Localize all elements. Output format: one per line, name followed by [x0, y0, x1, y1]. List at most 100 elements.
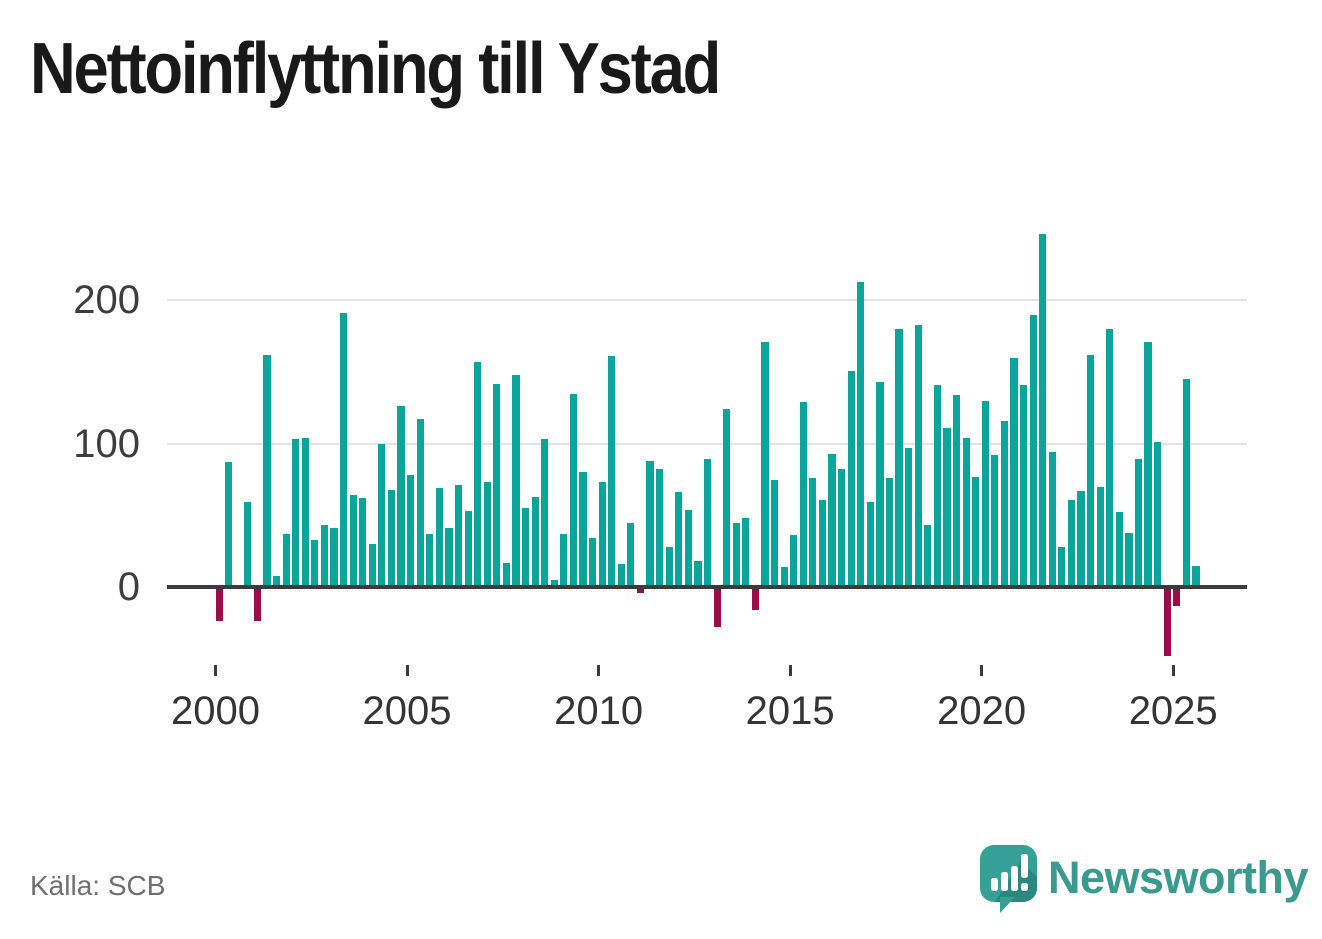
- bar-2012-Q4: [703, 459, 712, 587]
- bar-2009-Q2: [569, 393, 578, 587]
- bar-2011-Q3: [656, 469, 664, 587]
- bar-2014-Q4: [780, 566, 788, 587]
- bar-2001-Q2: [263, 354, 271, 587]
- bar-2004-Q2: [378, 443, 386, 587]
- x-axis-tick-2000: [214, 665, 217, 676]
- x-axis-tick-2005: [405, 665, 409, 676]
- bar-2016-Q1: [828, 453, 836, 587]
- chart-title: Nettoinflyttning till Ystad: [30, 29, 721, 109]
- bar-2005-Q3: [426, 533, 434, 587]
- bar-2006-Q1: [445, 528, 453, 587]
- bar-2013-Q4: [742, 518, 750, 587]
- bar-2022-Q2: [1067, 499, 1076, 587]
- bar-2009-Q3: [579, 472, 587, 587]
- bar-2010-Q3: [617, 564, 625, 587]
- bar-2010-Q1: [598, 482, 606, 587]
- bar-2000-Q4: [244, 502, 252, 587]
- newsworthy-wordmark: Newsworthy: [1048, 852, 1309, 903]
- bar-2003-Q1: [330, 528, 338, 587]
- logo-exclamation-icon: [1021, 854, 1028, 878]
- bar-2006-Q2: [454, 485, 463, 587]
- bar-2020-Q2: [991, 455, 999, 587]
- gridline-100: [167, 442, 1247, 445]
- bar-2006-Q4: [474, 362, 482, 587]
- bar-2014-Q3: [770, 479, 779, 587]
- bar-2003-Q4: [359, 498, 367, 587]
- logo-barchart-icon: [1001, 872, 1008, 891]
- bar-2015-Q1: [790, 535, 798, 587]
- bar-2023-Q1: [1096, 486, 1104, 587]
- bar-2017-Q2: [876, 382, 884, 587]
- bar-2002-Q4: [320, 525, 329, 587]
- bar-2011-Q1: [636, 587, 645, 593]
- bar-2023-Q2: [1106, 329, 1114, 587]
- logo-bubble-shape: [980, 845, 1037, 902]
- bar-2010-Q2: [608, 356, 616, 587]
- bar-2017-Q1: [866, 502, 874, 587]
- x-axis-label-2025: 2025: [1128, 689, 1218, 733]
- x-axis-label-2020: 2020: [937, 689, 1027, 733]
- bar-2025-Q1: [1173, 587, 1181, 606]
- y-axis-label-100: 100: [73, 421, 140, 466]
- bar-2021-Q3: [1039, 234, 1047, 587]
- bar-2024-Q1: [1134, 459, 1143, 587]
- gridline-200: [167, 299, 1247, 302]
- bar-2016-Q4: [857, 281, 865, 587]
- y-axis-label-200: 200: [73, 278, 140, 323]
- newsworthy-logo[interactable]: Newsworthy: [980, 845, 1309, 915]
- bar-2008-Q2: [531, 496, 539, 587]
- bar-2020-Q1: [981, 400, 989, 587]
- bar-2023-Q4: [1125, 532, 1133, 587]
- x-axis-tick-2025: [1171, 665, 1175, 676]
- bar-2019-Q4: [972, 476, 980, 587]
- bar-2021-Q1: [1019, 384, 1028, 587]
- bar-2014-Q2: [761, 341, 769, 587]
- bar-2005-Q1: [407, 475, 415, 587]
- bar-2015-Q3: [809, 478, 817, 587]
- bar-2001-Q4: [282, 533, 290, 587]
- bar-2024-Q4: [1163, 587, 1171, 656]
- bar-2019-Q2: [952, 394, 961, 587]
- bar-2008-Q1: [521, 508, 530, 587]
- x-axis-label-2000: 2000: [171, 689, 260, 733]
- bar-2013-Q1: [713, 587, 721, 628]
- bar-2007-Q1: [483, 482, 491, 587]
- newsworthy-logo-icon: [980, 845, 1037, 913]
- logo-exclamation-dot-icon: [1021, 883, 1028, 891]
- bar-2015-Q4: [818, 499, 827, 587]
- bar-2018-Q3: [924, 525, 932, 587]
- bar-2003-Q3: [349, 495, 357, 587]
- bar-2002-Q2: [301, 437, 309, 587]
- bar-2009-Q1: [560, 533, 568, 587]
- bar-2004-Q4: [397, 406, 405, 587]
- x-axis-label-2015: 2015: [745, 689, 835, 733]
- bar-2018-Q2: [914, 324, 922, 587]
- bar-2024-Q2: [1144, 341, 1152, 587]
- y-axis-label-0: 0: [117, 565, 140, 609]
- bar-2000-Q1: [215, 587, 223, 622]
- bar-2009-Q4: [589, 538, 597, 587]
- bar-2013-Q2: [723, 409, 731, 587]
- bar-2016-Q2: [838, 469, 846, 587]
- bar-2021-Q2: [1029, 314, 1037, 587]
- logo-shadow-shape: [994, 860, 1037, 902]
- bar-2004-Q1: [368, 544, 376, 587]
- bar-2025-Q3: [1192, 565, 1200, 587]
- source-note: Källa: SCB: [30, 870, 166, 901]
- bar-2014-Q1: [751, 587, 759, 610]
- bar-2011-Q4: [665, 546, 673, 587]
- bar-2022-Q3: [1077, 490, 1085, 587]
- bar-2003-Q2: [340, 313, 348, 587]
- bar-2019-Q1: [943, 427, 951, 587]
- bar-2012-Q1: [675, 492, 683, 587]
- bar-2017-Q3: [885, 478, 894, 587]
- bar-2007-Q4: [512, 374, 520, 587]
- x-axis-tick-2020: [980, 665, 984, 676]
- bar-2000-Q2: [225, 462, 233, 587]
- bar-2021-Q4: [1048, 452, 1056, 587]
- bar-2001-Q1: [253, 587, 261, 622]
- bar-2005-Q4: [435, 488, 443, 587]
- bar-2012-Q3: [694, 561, 702, 587]
- bar-2012-Q2: [684, 509, 692, 587]
